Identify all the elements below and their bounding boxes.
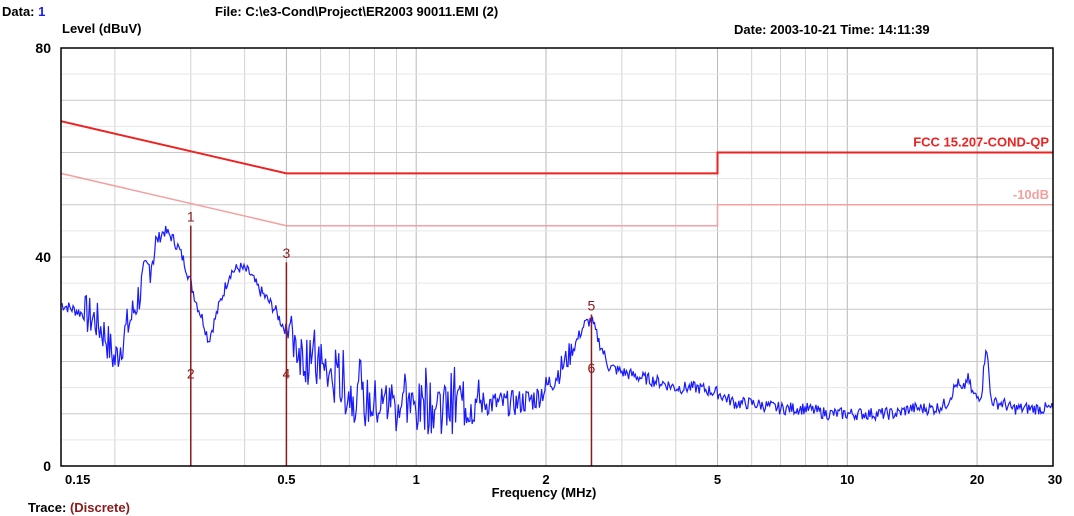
x-tick-label: 1 bbox=[413, 472, 420, 487]
tick-labels: 0.15 0.5 1 2 5 10 20 30 0 40 80 bbox=[35, 40, 1062, 487]
limit-line-label: -10dB bbox=[1013, 187, 1049, 202]
x-tick-label: 10 bbox=[840, 472, 854, 487]
x-tick-label: 5 bbox=[714, 472, 721, 487]
markers: 1 2 3 4 5 6 bbox=[187, 209, 596, 466]
x-axis-label: Frequency (MHz) bbox=[492, 485, 597, 500]
marker-label: 5 bbox=[588, 297, 596, 313]
x-tick-label: 2 bbox=[542, 472, 549, 487]
marker-label: 4 bbox=[283, 365, 291, 381]
x-tick-label: 0.5 bbox=[277, 472, 295, 487]
y-tick-label: 80 bbox=[35, 40, 51, 56]
marker-label: 1 bbox=[187, 209, 195, 225]
y-tick-label: 40 bbox=[35, 249, 51, 265]
limit-line bbox=[60, 120, 1053, 175]
limit-line bbox=[60, 172, 1053, 227]
data-value: 1 bbox=[38, 4, 46, 19]
x-tick-label: 30 bbox=[1048, 472, 1062, 487]
marker-label: 3 bbox=[283, 245, 291, 261]
data-label-text: Data: bbox=[2, 4, 35, 19]
limit-lines: FCC 15.207-COND-QP -10dB bbox=[60, 120, 1053, 227]
trace-label: Trace: (Discrete) bbox=[28, 500, 130, 515]
x-tick-label: 0.15 bbox=[65, 472, 90, 487]
trace-label-text: Trace: bbox=[28, 500, 67, 515]
data-label: Data: 1 bbox=[2, 4, 45, 19]
marker-label: 6 bbox=[588, 360, 596, 376]
plot-frame bbox=[60, 47, 1054, 467]
file-path: File: C:\e3-Cond\Project\ER2003 90011.EM… bbox=[215, 4, 499, 19]
trace-value: (Discrete) bbox=[69, 500, 130, 515]
y-axis-label: Level (dBuV) bbox=[62, 21, 142, 36]
date-time: Date: 2003-10-21 Time: 14:11:39 bbox=[734, 22, 930, 37]
y-tick-label: 0 bbox=[43, 458, 51, 474]
emission-trace bbox=[60, 225, 1054, 435]
plot-border bbox=[60, 47, 1054, 467]
limit-line-label: FCC 15.207-COND-QP bbox=[913, 135, 1049, 150]
marker-label: 2 bbox=[187, 365, 195, 381]
x-tick-label: 20 bbox=[970, 472, 984, 487]
series bbox=[60, 225, 1054, 435]
grid bbox=[61, 48, 1054, 466]
